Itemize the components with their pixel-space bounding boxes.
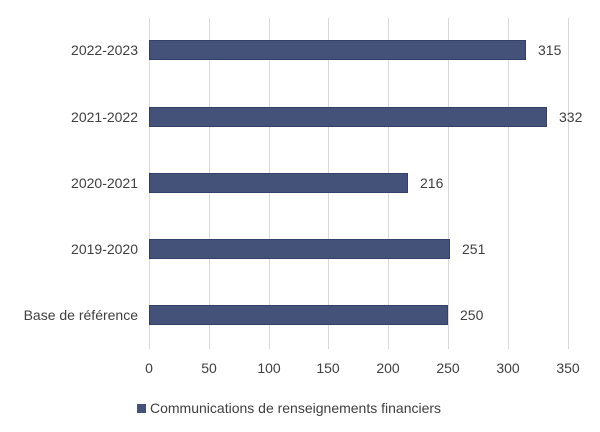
x-tick: 100 <box>257 360 281 376</box>
data-label: 332 <box>559 109 583 125</box>
x-tick: 200 <box>376 360 400 376</box>
x-tick: 150 <box>316 360 340 376</box>
x-tick: 300 <box>496 360 520 376</box>
legend-swatch-icon <box>137 403 146 413</box>
x-tick: 350 <box>556 360 580 376</box>
gridline <box>568 18 569 349</box>
bar-2022-2023 <box>149 40 526 60</box>
x-tick: 50 <box>201 360 217 376</box>
data-label: 250 <box>460 307 484 323</box>
bar-2019-2020 <box>149 239 450 259</box>
category-label: 2019-2020 <box>71 241 138 257</box>
data-label: 315 <box>538 42 562 58</box>
category-label: 2020-2021 <box>71 175 138 191</box>
gridline <box>508 18 509 349</box>
legend-label: Communications de renseignements financi… <box>150 400 442 416</box>
x-tick: 0 <box>145 360 153 376</box>
bar-2020-2021 <box>149 173 408 193</box>
x-tick: 250 <box>436 360 460 376</box>
plot-area: 315 332 216 251 250 <box>149 18 582 349</box>
legend: Communications de renseignements financi… <box>137 400 441 416</box>
bar-base-reference <box>149 305 448 325</box>
bar-2021-2022 <box>149 107 547 127</box>
gridline <box>448 18 449 349</box>
category-label: 2022-2023 <box>71 42 138 58</box>
category-label: Base de référence <box>23 307 138 323</box>
data-label: 216 <box>420 175 444 191</box>
data-label: 251 <box>462 241 486 257</box>
category-label: 2021-2022 <box>71 109 138 125</box>
